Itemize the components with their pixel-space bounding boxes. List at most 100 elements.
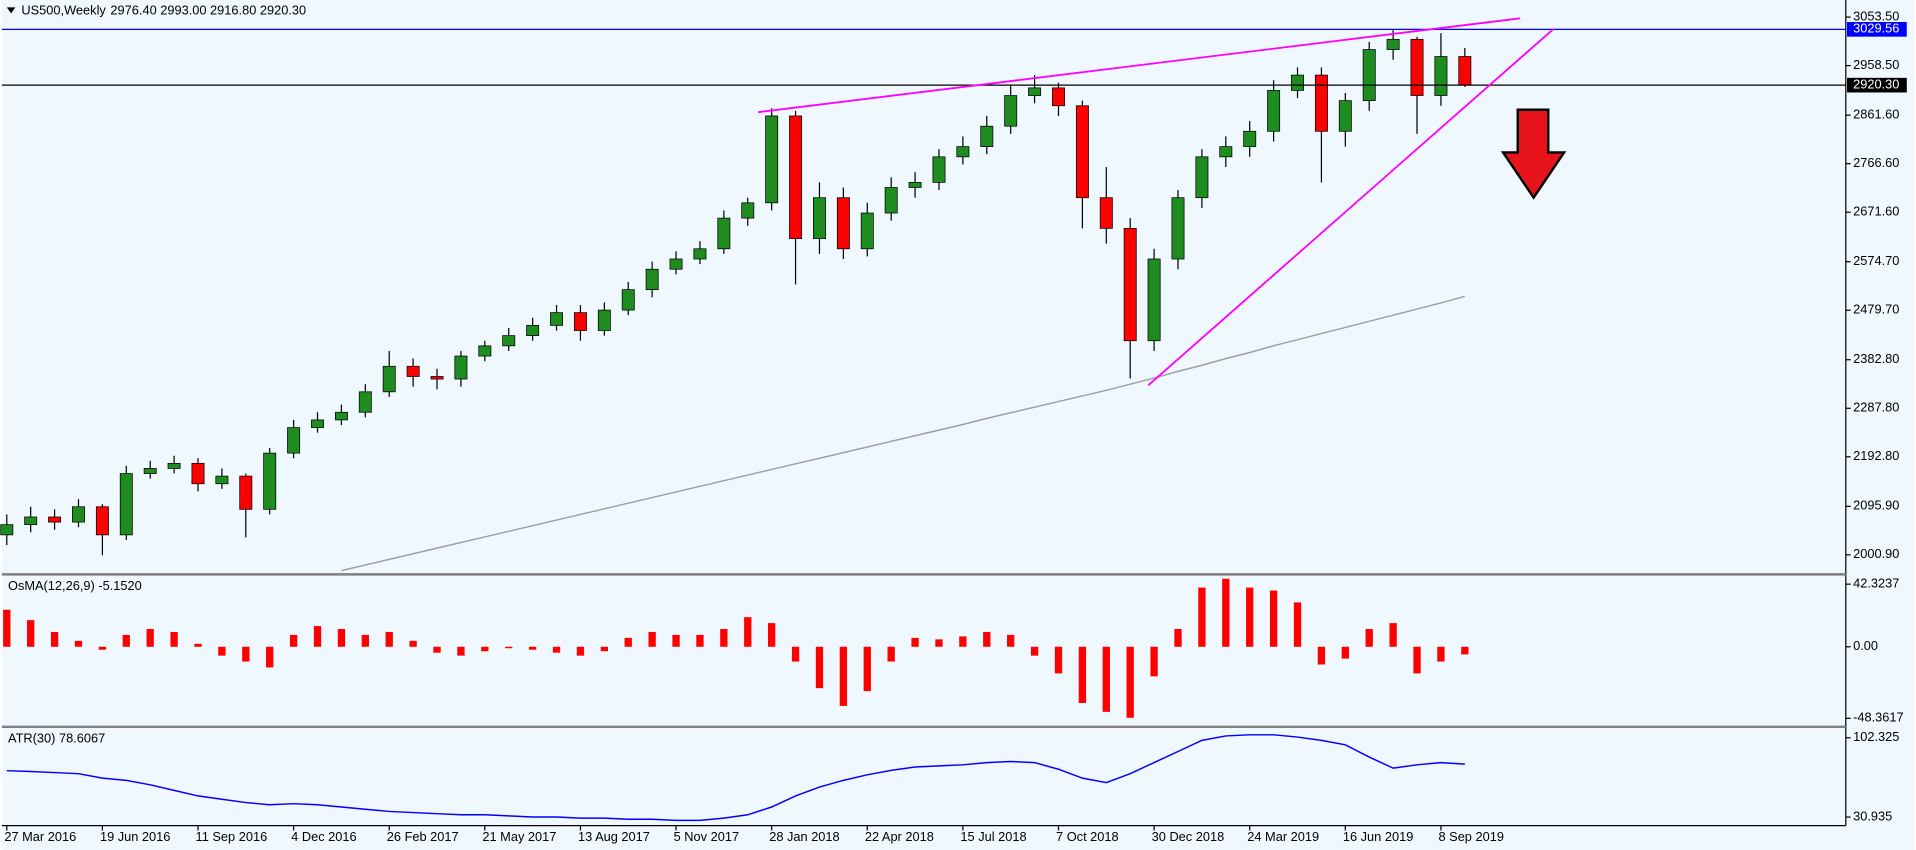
candle-body xyxy=(956,146,970,158)
trendline-lower[interactable] xyxy=(1147,28,1554,387)
histogram-bar xyxy=(27,620,35,647)
candle-body xyxy=(836,197,850,250)
candle-body xyxy=(1458,56,1472,86)
histogram-bar xyxy=(1078,646,1087,703)
candle-body xyxy=(550,312,563,326)
histogram-bar xyxy=(720,629,728,647)
candle-body xyxy=(1123,227,1137,342)
x-tick-label: 7 Oct 2018 xyxy=(1056,829,1119,844)
histogram-bar xyxy=(1437,646,1445,662)
histogram-bar xyxy=(576,646,585,656)
candle-body xyxy=(48,516,62,523)
candle-body xyxy=(1267,90,1281,132)
candle-body xyxy=(1075,105,1089,199)
y-tick-label: 3053.50 xyxy=(1853,8,1899,23)
x-tick-label: 4 Dec 2016 xyxy=(291,829,356,844)
histogram-bar xyxy=(528,646,537,650)
histogram-bar xyxy=(361,634,369,647)
candle-body xyxy=(239,475,253,510)
x-tick-label: 30 Dec 2018 xyxy=(1152,829,1225,844)
trendline-upper[interactable] xyxy=(757,17,1521,114)
y-tick-label: -48.3617 xyxy=(1853,710,1904,725)
candle-body xyxy=(789,115,803,239)
moving-average xyxy=(341,295,1466,572)
histogram-bar xyxy=(552,646,561,653)
y-tick-label: 2382.80 xyxy=(1853,351,1899,366)
menu-triangle[interactable] xyxy=(6,7,16,14)
x-tick-label: 26 Feb 2017 xyxy=(387,829,459,844)
y-tick-label: 2192.80 xyxy=(1853,448,1899,463)
candle-body xyxy=(717,217,731,250)
histogram-bar xyxy=(768,623,776,647)
candle-body xyxy=(908,182,922,188)
histogram-bar xyxy=(122,634,130,647)
histogram-bar xyxy=(1461,646,1469,655)
candle-body xyxy=(932,156,946,183)
y-tick-label: 2861.60 xyxy=(1853,107,1899,122)
histogram-bar xyxy=(1293,602,1302,647)
indicator-title: ATR(30) 78.6067 xyxy=(8,730,105,745)
price-level-tag xyxy=(1847,22,1907,37)
down-arrow[interactable] xyxy=(1500,108,1567,200)
histogram-bar xyxy=(1222,578,1230,647)
histogram-bar xyxy=(289,634,298,647)
candle-body xyxy=(502,335,516,347)
x-tick-label: 27 Mar 2016 xyxy=(4,829,76,844)
x-tick-label: 16 Jun 2019 xyxy=(1343,829,1413,844)
histogram-bar xyxy=(433,646,441,653)
histogram-bar xyxy=(313,626,322,647)
histogram-bar xyxy=(3,609,11,647)
histogram-bar xyxy=(1198,587,1206,647)
candle-body xyxy=(1099,197,1113,229)
y-tick-label: 2671.60 xyxy=(1853,204,1899,219)
candle-body xyxy=(95,506,109,536)
price-level-label: 2920.30 xyxy=(1853,77,1899,92)
histogram-bar xyxy=(1365,629,1373,647)
candle-body xyxy=(334,411,348,421)
candle-body xyxy=(1004,95,1018,127)
candle-body xyxy=(1028,87,1042,96)
candle-body xyxy=(430,376,444,380)
histogram-bar xyxy=(1007,634,1015,647)
candle-body xyxy=(0,524,14,536)
candle-body xyxy=(980,125,994,147)
candle-body xyxy=(1434,56,1448,96)
histogram-bar xyxy=(839,646,848,706)
histogram-bar xyxy=(1341,646,1349,659)
y-tick-label: 2574.70 xyxy=(1853,253,1899,268)
indicator-title: OsMA(12,26,9) -5.1520 xyxy=(8,578,142,593)
candle-body xyxy=(1171,197,1185,260)
x-tick-label: 24 Mar 2019 xyxy=(1247,829,1319,844)
histogram-bar xyxy=(1413,646,1421,674)
candle-body xyxy=(860,212,874,250)
candle-body xyxy=(1195,156,1209,199)
candle-body xyxy=(263,452,277,510)
ohlc-values: 2976.40 2993.00 2916.80 2920.30 xyxy=(110,2,306,17)
candle-body xyxy=(119,473,133,536)
candle-body xyxy=(1243,130,1257,147)
histogram-bar xyxy=(170,631,178,647)
histogram-bar xyxy=(481,646,489,652)
candle-body xyxy=(1362,49,1376,102)
histogram-bar xyxy=(744,617,752,647)
histogram-bar xyxy=(266,646,274,668)
candle-body xyxy=(72,506,85,523)
y-tick-label: 2958.50 xyxy=(1853,57,1899,72)
candle-body xyxy=(1291,74,1304,91)
candle-body xyxy=(1338,100,1352,132)
histogram-bar xyxy=(98,646,107,650)
x-tick-label: 21 May 2017 xyxy=(482,829,556,844)
candle-body xyxy=(526,325,540,336)
histogram-bar xyxy=(624,637,632,647)
y-tick-label: 30.935 xyxy=(1853,808,1892,823)
histogram-bar xyxy=(696,634,704,647)
histogram-bar xyxy=(1054,646,1063,674)
histogram-bar xyxy=(242,646,250,662)
x-tick-label: 5 Nov 2017 xyxy=(674,829,739,844)
histogram-bar xyxy=(959,636,967,647)
x-tick-label: 11 Sep 2016 xyxy=(196,829,268,844)
x-tick-label: 8 Sep 2019 xyxy=(1438,829,1503,844)
x-tick-label: 19 Jun 2016 xyxy=(100,829,170,844)
